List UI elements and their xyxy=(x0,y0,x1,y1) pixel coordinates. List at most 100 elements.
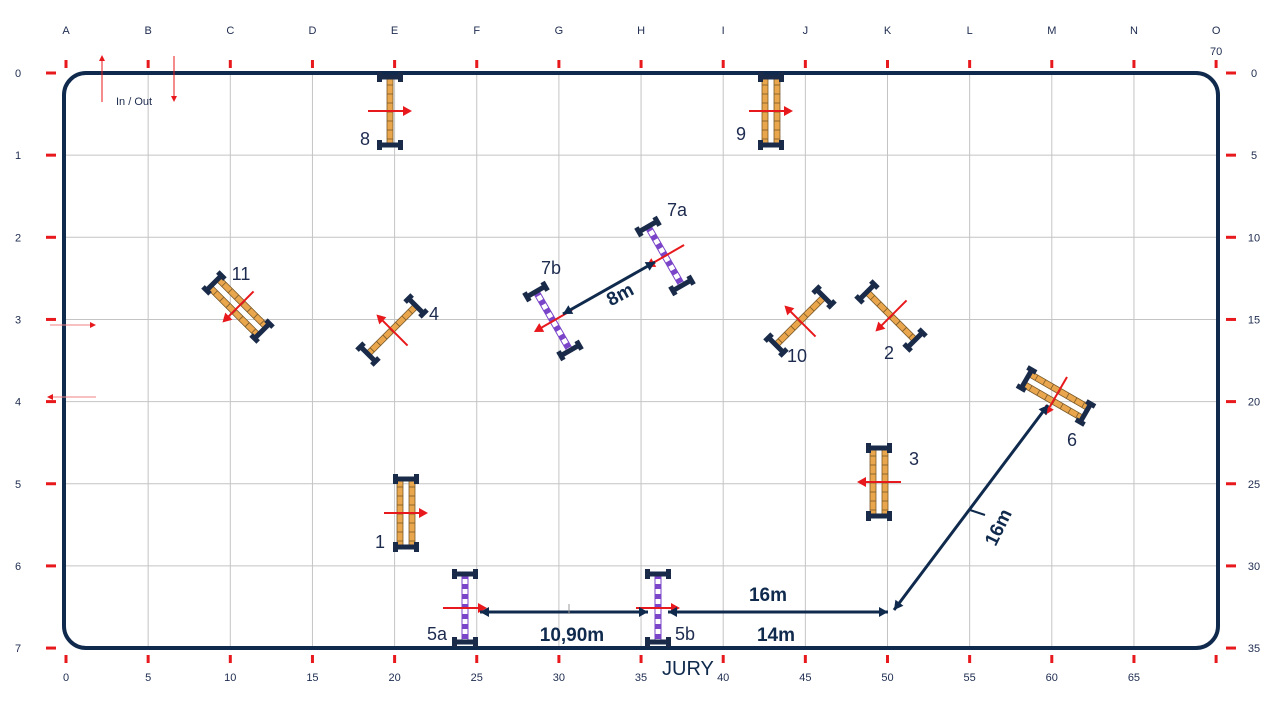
fence-label-9: 9 xyxy=(736,124,746,144)
tick-top xyxy=(310,60,314,68)
left-scale-label: 5 xyxy=(15,479,21,491)
tick-top xyxy=(64,60,68,68)
tick-bottom xyxy=(721,655,725,663)
tick-bottom xyxy=(146,655,150,663)
direction-arrowhead xyxy=(419,508,428,518)
column-letter: J xyxy=(803,25,809,37)
direction-arrowhead xyxy=(784,106,793,116)
bottom-scale-label: 5 xyxy=(145,672,151,684)
fence-label-3: 3 xyxy=(909,449,919,469)
fence-label-7a: 7a xyxy=(667,200,688,220)
tick-bottom xyxy=(557,655,561,663)
tick-top xyxy=(639,60,643,68)
fence-label-7b: 7b xyxy=(541,258,561,278)
bottom-scale-label: 60 xyxy=(1046,672,1058,684)
distance-label-5a-5b: 10,90m xyxy=(540,625,604,646)
fence-label-6: 6 xyxy=(1067,430,1077,450)
corner-label: 70 xyxy=(1210,46,1222,58)
column-letter: H xyxy=(637,25,645,37)
bottom-scale-label: 10 xyxy=(224,672,236,684)
tick-left xyxy=(46,235,56,239)
fence-label-5b: 5b xyxy=(675,624,695,644)
fence-label-4: 4 xyxy=(429,304,439,324)
fence-11 xyxy=(201,270,275,344)
column-letter: E xyxy=(391,25,398,37)
tick-left xyxy=(46,646,56,650)
left-scale-label: 6 xyxy=(15,561,21,573)
tick-bottom xyxy=(968,655,972,663)
left-scale-label: 2 xyxy=(15,232,21,244)
tick-top xyxy=(1214,60,1218,68)
bottom-scale-label: 55 xyxy=(964,672,976,684)
right-scale-label: 30 xyxy=(1248,561,1260,573)
distance-label-turn-6: 16m xyxy=(981,506,1017,549)
direction-arrowhead xyxy=(403,106,412,116)
column-letter: N xyxy=(1130,25,1138,37)
tick-right xyxy=(1226,646,1236,650)
right-scale-label: 25 xyxy=(1248,479,1260,491)
right-scale-label: 5 xyxy=(1251,150,1257,162)
bottom-scale-label: 0 xyxy=(63,672,69,684)
right-scale-label: 15 xyxy=(1248,314,1260,326)
fence-6 xyxy=(1015,365,1097,427)
direction-arrowhead xyxy=(875,321,886,332)
tick-bottom xyxy=(1050,655,1054,663)
bottom-scale-label: 50 xyxy=(881,672,893,684)
in-out-label: In / Out xyxy=(116,96,152,108)
tick-bottom xyxy=(475,655,479,663)
distance-line-turn-6 xyxy=(892,404,1050,611)
right-scale-label: 0 xyxy=(1251,68,1257,80)
fence-9 xyxy=(749,72,793,150)
fence-label-8: 8 xyxy=(360,129,370,149)
column-letter: C xyxy=(226,25,234,37)
left-scale-label: 1 xyxy=(15,150,21,162)
left-scale-label: 7 xyxy=(15,643,21,655)
distance-label-5b-turn-lower: 14m xyxy=(757,625,795,646)
direction-arrow xyxy=(1048,376,1068,409)
edge-ticks xyxy=(46,60,1236,663)
fence-3 xyxy=(857,443,901,521)
tick-right xyxy=(1226,317,1236,321)
right-scale-label: 35 xyxy=(1248,643,1260,655)
tick-top xyxy=(721,60,725,68)
column-letter: G xyxy=(555,25,564,37)
bottom-scale-label: 30 xyxy=(553,672,565,684)
tick-top xyxy=(1050,60,1054,68)
turn-marker xyxy=(969,509,986,516)
right-scale-label: 10 xyxy=(1248,232,1260,244)
tick-bottom xyxy=(1132,655,1136,663)
tick-left xyxy=(46,564,56,568)
direction-arrow xyxy=(652,244,685,264)
column-letter: D xyxy=(308,25,316,37)
tick-top xyxy=(228,60,232,68)
scale-labels: A B C D E F G H I J K L M N O0 5 10 15 20 25 30 35 40 45 50 55 60 6… xyxy=(15,25,1260,684)
column-letter: I xyxy=(722,25,725,37)
tick-bottom xyxy=(393,655,397,663)
fence-4 xyxy=(355,293,429,367)
tick-right xyxy=(1226,235,1236,239)
column-letter: O xyxy=(1212,25,1221,37)
tick-left xyxy=(46,400,56,404)
fence-label-2: 2 xyxy=(884,343,894,363)
column-letter: B xyxy=(144,25,151,37)
jury-label: JURY xyxy=(662,658,714,680)
direction-arrowhead xyxy=(533,323,545,332)
distance-line-7a-7b xyxy=(562,260,656,316)
direction-arrow xyxy=(880,299,908,327)
fences: 1 2 3 4 5a 5b 6 7a 7b 8 9 10 11 xyxy=(201,72,1097,647)
fence-7b xyxy=(522,280,584,362)
arena-grid xyxy=(64,73,1218,648)
direction-arrowhead xyxy=(857,477,866,487)
tick-top xyxy=(475,60,479,68)
left-scale-label: 3 xyxy=(15,314,21,326)
fence-label-1: 1 xyxy=(375,532,385,552)
tick-right xyxy=(1226,482,1236,486)
column-letter: L xyxy=(967,25,973,37)
fence-label-10: 10 xyxy=(787,346,807,366)
tick-left xyxy=(46,317,56,321)
fence-8 xyxy=(368,72,412,150)
distance-label-5b-turn-upper: 16m xyxy=(749,585,787,606)
bottom-scale-label: 25 xyxy=(471,672,483,684)
